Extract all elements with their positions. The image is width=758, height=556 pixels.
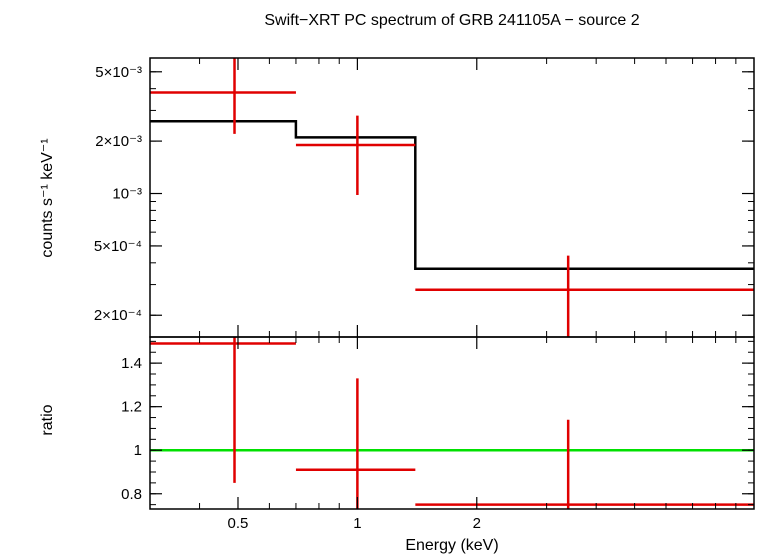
y-tick-label: 5×10⁻⁴ — [94, 238, 142, 255]
data-point — [415, 255, 754, 337]
data-point — [150, 58, 296, 134]
y-tick-label: 1.4 — [121, 355, 142, 372]
top-panel — [150, 58, 754, 337]
y-tick-label: 2×10⁻⁴ — [94, 307, 142, 324]
y-tick-label: 2×10⁻³ — [95, 133, 142, 150]
y-tick-label: 5×10⁻³ — [95, 64, 142, 81]
model-step-line — [150, 119, 754, 270]
y-tick-label: 10⁻³ — [112, 186, 142, 203]
y-tick-label: 0.8 — [121, 486, 142, 503]
y-tick-label: 1 — [134, 442, 142, 459]
chart-title: Swift−XRT PC spectrum of GRB 241105A − s… — [264, 12, 639, 29]
data-point — [415, 419, 754, 509]
data-point — [295, 115, 416, 196]
y-axis-label-bottom: ratio — [39, 404, 56, 435]
panel-frame — [149, 57, 755, 338]
y-tick-label: 1.2 — [121, 399, 142, 416]
x-tick-label: 2 — [473, 515, 481, 532]
data-point — [295, 378, 416, 509]
panel-frame — [149, 336, 755, 510]
x-axis-label: Energy (keV) — [405, 537, 498, 554]
bottom-panel — [150, 337, 754, 509]
data-point — [150, 337, 296, 483]
x-tick-label: 1 — [353, 515, 361, 532]
panel-frames: 5×10⁻³ 2×10⁻³ 10⁻³ 5×10⁻⁴ 2×10⁻⁴ 0.8 1 1.2 1.4 0.… — [94, 57, 755, 532]
x-tick-label: 0.5 — [228, 515, 249, 532]
y-axis-label-top: counts s⁻¹ keV⁻¹ — [39, 138, 56, 257]
